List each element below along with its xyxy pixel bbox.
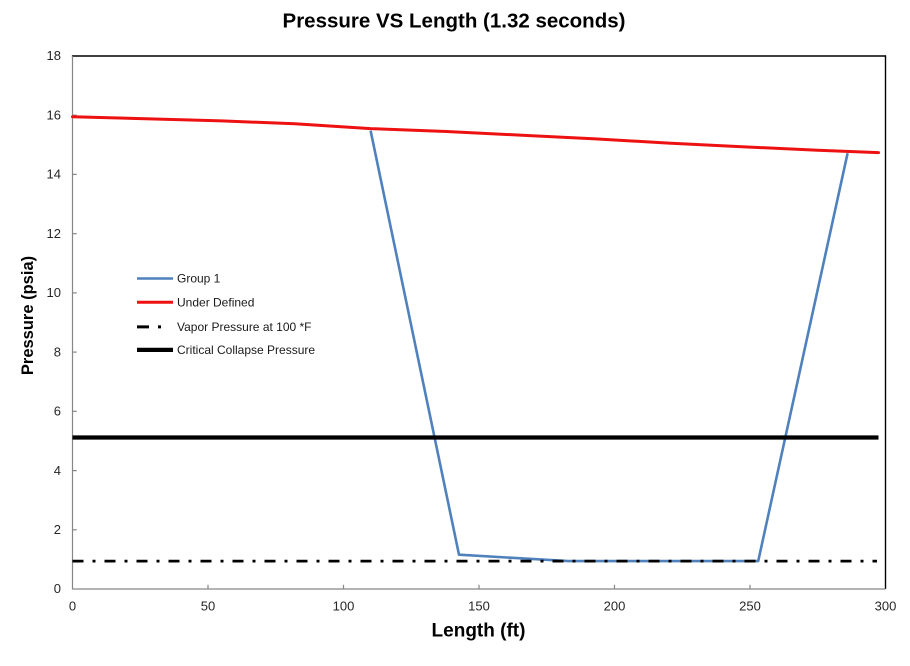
svg-text:14: 14 xyxy=(47,167,61,182)
svg-text:10: 10 xyxy=(47,285,61,300)
svg-text:150: 150 xyxy=(468,599,490,614)
svg-text:Length (ft): Length (ft) xyxy=(432,621,526,642)
svg-text:100: 100 xyxy=(333,599,355,614)
svg-text:Pressure (psia): Pressure (psia) xyxy=(19,256,37,375)
svg-text:Vapor Pressure at 100 *F: Vapor Pressure at 100 *F xyxy=(177,320,312,334)
svg-text:Under Defined: Under Defined xyxy=(177,296,254,310)
svg-text:Critical Collapse Pressure: Critical Collapse Pressure xyxy=(177,343,315,357)
svg-text:Group 1: Group 1 xyxy=(177,272,221,286)
svg-text:12: 12 xyxy=(47,226,61,241)
svg-text:6: 6 xyxy=(54,404,61,419)
svg-text:0: 0 xyxy=(69,599,76,614)
svg-text:2: 2 xyxy=(54,522,61,537)
svg-text:250: 250 xyxy=(739,599,761,614)
svg-text:Pressure VS Length (1.32 secon: Pressure VS Length (1.32 seconds) xyxy=(283,10,626,33)
svg-text:50: 50 xyxy=(201,599,215,614)
svg-text:0: 0 xyxy=(54,581,61,596)
svg-text:16: 16 xyxy=(47,107,61,122)
svg-text:18: 18 xyxy=(47,48,61,63)
svg-text:4: 4 xyxy=(54,463,61,478)
svg-text:8: 8 xyxy=(54,344,61,359)
svg-text:200: 200 xyxy=(604,599,626,614)
svg-text:300: 300 xyxy=(875,599,897,614)
